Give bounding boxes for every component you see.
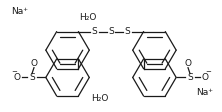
Text: S: S xyxy=(124,27,130,36)
Text: S: S xyxy=(29,73,35,82)
Text: S: S xyxy=(187,73,193,82)
Text: O: O xyxy=(14,73,21,82)
Text: −: − xyxy=(11,69,17,75)
Text: O: O xyxy=(184,59,192,68)
Text: Na⁺: Na⁺ xyxy=(11,7,28,16)
Text: O: O xyxy=(30,59,38,68)
Text: H₂O: H₂O xyxy=(91,94,109,103)
Text: S: S xyxy=(108,27,114,36)
Text: H₂O: H₂O xyxy=(80,13,97,23)
Text: −: − xyxy=(205,69,211,75)
Text: Na⁺: Na⁺ xyxy=(196,88,213,97)
Text: S: S xyxy=(92,27,98,36)
Text: O: O xyxy=(201,73,208,82)
